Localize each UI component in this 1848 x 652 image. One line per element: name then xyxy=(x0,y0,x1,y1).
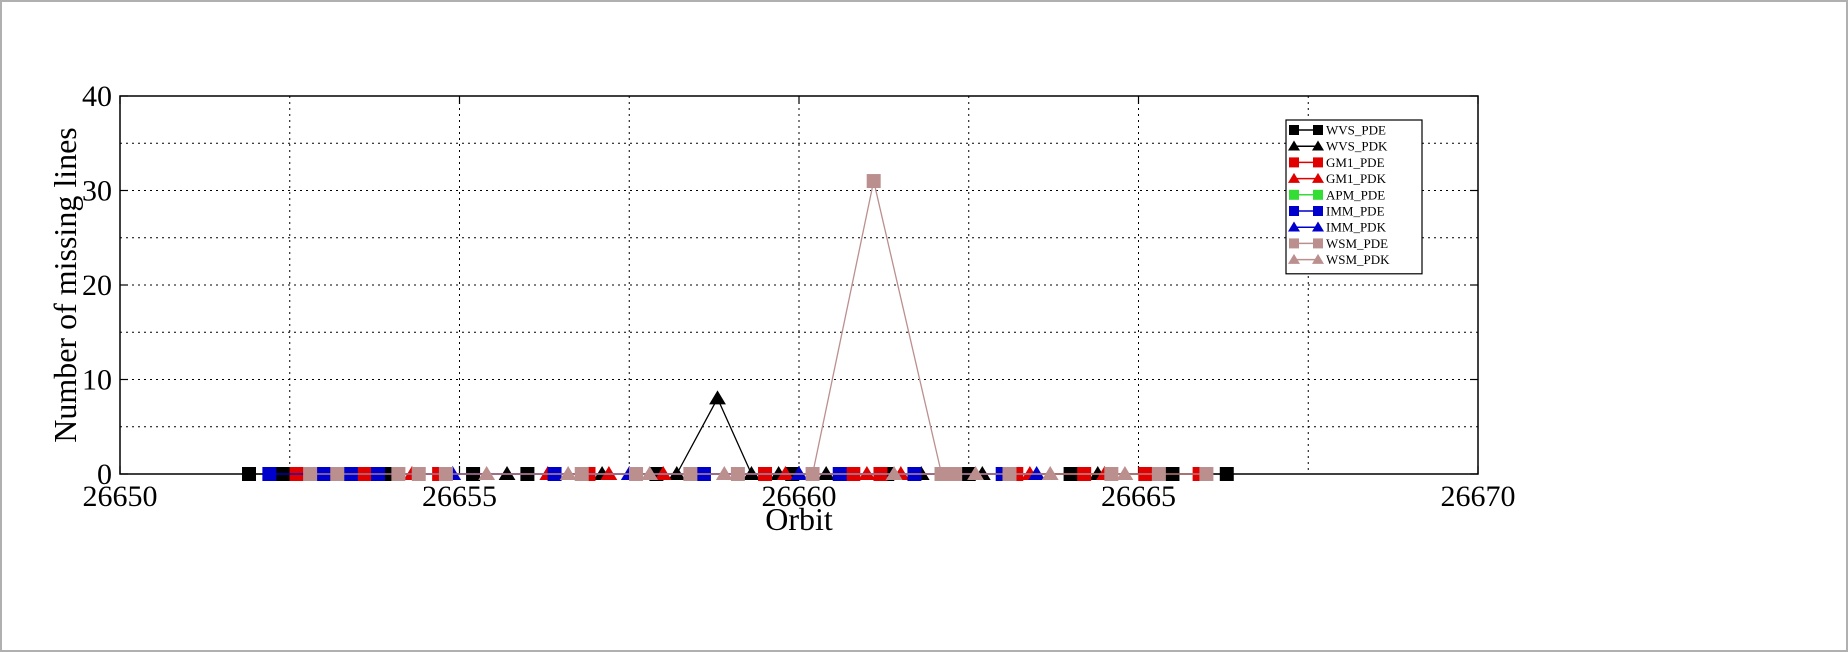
x-tick-label: 26655 xyxy=(422,480,497,513)
data-point xyxy=(668,466,686,480)
data-point xyxy=(1116,466,1134,480)
legend-entry: IMM_PDK xyxy=(1288,220,1387,235)
y-axis-label: Number of missing lines xyxy=(47,127,83,443)
legend-entry: GM1_PDK xyxy=(1288,171,1387,186)
data-point xyxy=(858,466,876,480)
legend-marker xyxy=(1313,125,1323,135)
legend-entry: WVS_PDK xyxy=(1288,139,1388,154)
data-point xyxy=(885,466,903,480)
grid xyxy=(120,96,1478,474)
legend-marker xyxy=(1288,221,1300,232)
legend-label: GM1_PDE xyxy=(1326,155,1385,170)
data-point xyxy=(1151,467,1166,481)
legend-label: WSM_PDK xyxy=(1326,252,1390,267)
legend-label: IMM_PDE xyxy=(1326,204,1385,219)
y-tick-label: 10 xyxy=(82,364,112,397)
legend-label: WVS_PDK xyxy=(1326,139,1388,154)
axis-ticks: 26650 26655 26660 26665 26670 0 10 20 30 40 xyxy=(82,80,1516,513)
legend-label: IMM_PDK xyxy=(1326,220,1387,235)
x-tick-label: 26650 xyxy=(83,480,158,513)
y-tick-label: 30 xyxy=(82,175,112,208)
y-tick-label: 0 xyxy=(97,458,112,491)
data-point xyxy=(654,466,672,480)
data-point xyxy=(411,467,426,481)
series-wsm-pdk xyxy=(478,466,1134,480)
data-point xyxy=(743,466,760,480)
legend-marker xyxy=(1312,221,1324,232)
legend-marker xyxy=(1312,172,1324,183)
legend-marker xyxy=(1312,140,1324,151)
legend-marker xyxy=(1313,189,1323,200)
data-point xyxy=(641,466,659,480)
series xyxy=(242,174,1234,481)
data-point xyxy=(709,390,726,405)
legend-marker xyxy=(1288,172,1300,183)
series-wsm-pde xyxy=(303,174,1214,481)
data-point xyxy=(498,466,516,480)
data-point xyxy=(600,466,618,480)
legend-marker xyxy=(1288,253,1300,264)
legend-label: GM1_PDK xyxy=(1326,171,1387,186)
legend-label: APM_PDE xyxy=(1326,187,1385,202)
legend-marker xyxy=(1289,206,1299,216)
legend-entry: WSM_PDK xyxy=(1288,252,1390,267)
y-tick-label: 40 xyxy=(82,80,112,113)
data-point xyxy=(1041,466,1059,480)
legend-marker xyxy=(1313,206,1323,216)
legend-entry: IMM_PDE xyxy=(1289,204,1385,219)
legend-entry: APM_PDE xyxy=(1289,187,1385,202)
legend-marker xyxy=(1289,125,1299,135)
y-tick-label: 20 xyxy=(82,269,112,302)
data-point xyxy=(242,467,257,481)
legend-marker xyxy=(1289,238,1299,249)
data-point xyxy=(817,466,835,480)
data-point xyxy=(1199,467,1214,481)
data-point xyxy=(967,466,984,480)
data-point xyxy=(866,174,881,189)
data-point xyxy=(1219,467,1234,481)
legend-entry: WVS_PDE xyxy=(1289,123,1386,138)
legend-marker xyxy=(1289,157,1299,168)
x-tick-label: 26660 xyxy=(762,480,837,513)
legend-marker xyxy=(1312,253,1324,264)
data-point xyxy=(777,466,794,480)
data-point xyxy=(330,467,345,481)
legend-entry: WSM_PDE xyxy=(1289,236,1388,251)
data-point xyxy=(303,467,318,481)
legend-marker xyxy=(1289,189,1299,200)
data-point xyxy=(790,466,808,480)
legend-marker xyxy=(1313,157,1323,168)
x-tick-label: 26670 xyxy=(1441,480,1516,513)
x-tick-label: 26665 xyxy=(1101,480,1176,513)
legend-label: WSM_PDE xyxy=(1326,236,1388,251)
legend-label: WVS_PDE xyxy=(1326,123,1386,138)
legend-marker xyxy=(1288,140,1300,151)
data-point xyxy=(1028,466,1046,480)
data-point xyxy=(715,466,733,480)
legend-marker xyxy=(1313,238,1323,249)
data-point xyxy=(262,467,277,481)
data-point xyxy=(559,466,577,480)
data-point xyxy=(391,467,406,481)
data-point xyxy=(478,466,496,480)
x-axis-label: Orbit xyxy=(765,501,833,537)
legend-entry: GM1_PDE xyxy=(1289,155,1385,170)
data-point xyxy=(438,467,453,481)
